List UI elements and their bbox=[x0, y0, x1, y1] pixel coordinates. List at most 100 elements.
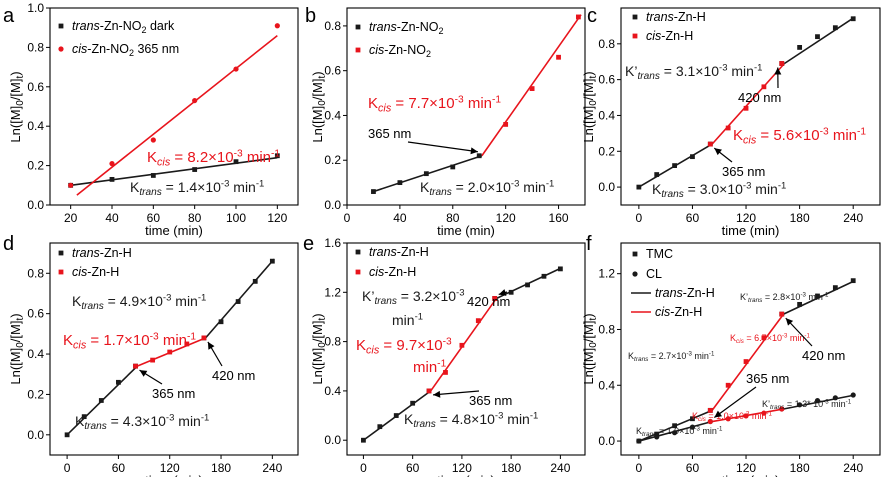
legend-marker bbox=[355, 249, 361, 255]
data-point bbox=[779, 61, 785, 66]
data-point bbox=[529, 86, 535, 91]
y-axis-label: Ln([M]0/[M]t) bbox=[581, 71, 599, 142]
data-point bbox=[393, 413, 399, 418]
data-point bbox=[397, 180, 403, 186]
legend-marker bbox=[632, 271, 638, 277]
rate-constant-label: K’trans = 1.3* 10-3 min-1 bbox=[762, 399, 852, 411]
data-point bbox=[575, 14, 581, 20]
y-axis-label: Ln([M]0/[M]t) bbox=[310, 71, 328, 142]
data-point bbox=[797, 45, 803, 50]
y-tick-label: 0.4 bbox=[598, 108, 615, 122]
x-axis-label: time (min) bbox=[145, 223, 203, 238]
panel-f: f 0 60 120 180 240 0.0 0.4 0.8 1.2 time (min) Ln([M… bbox=[581, 233, 881, 477]
legend-marker bbox=[58, 46, 64, 52]
wavelength-annotation: 365 nm bbox=[469, 393, 512, 408]
rate-constant-label: min-1 bbox=[413, 358, 447, 376]
x-tick-label: 40 bbox=[393, 211, 407, 225]
y-tick-label: 0.6 bbox=[598, 73, 615, 87]
wavelength-annotation: 420 nm bbox=[467, 294, 510, 309]
x-tick-label: 40 bbox=[105, 211, 119, 225]
y-tick-label: 0.8 bbox=[598, 37, 615, 51]
y-tick-label: 0.2 bbox=[598, 144, 615, 158]
x-tick-label: 240 bbox=[550, 461, 570, 475]
rate-constant-label: min-1 bbox=[392, 312, 423, 328]
y-tick-label: 0.4 bbox=[598, 378, 615, 392]
data-point bbox=[779, 406, 785, 412]
fit-line-red bbox=[481, 14, 582, 157]
y-tick-label: 0.4 bbox=[27, 119, 44, 133]
data-point bbox=[116, 379, 121, 385]
x-tick-label: 120 bbox=[452, 461, 472, 475]
data-point bbox=[426, 388, 432, 394]
data-point bbox=[761, 410, 767, 416]
data-point bbox=[636, 184, 642, 190]
data-point bbox=[541, 273, 547, 279]
data-point bbox=[850, 16, 856, 22]
plot-frame bbox=[620, 7, 881, 206]
data-point bbox=[654, 434, 660, 440]
data-point bbox=[814, 398, 821, 404]
rate-constant-label: Ktrans = 2.0×10-3 min-1 bbox=[420, 179, 554, 198]
data-point bbox=[423, 171, 429, 177]
rate-constant-label: Ktrans = 3.0×10-3 min-1 bbox=[652, 181, 786, 200]
legend-entry: cis-Zn-H bbox=[369, 265, 416, 279]
y-tick-label: 1.2 bbox=[324, 285, 341, 299]
annotation-arrow-head bbox=[785, 318, 794, 326]
data-point bbox=[184, 341, 190, 347]
legend-entry: trans-Zn-H bbox=[72, 246, 132, 260]
data-point bbox=[832, 25, 838, 31]
legend-marker bbox=[58, 250, 64, 256]
data-point bbox=[725, 125, 731, 131]
data-point bbox=[815, 34, 820, 40]
legend-entry: trans-Zn-H bbox=[369, 245, 429, 259]
data-point bbox=[68, 182, 74, 188]
data-point bbox=[233, 66, 239, 72]
data-point bbox=[707, 141, 713, 147]
data-point bbox=[557, 266, 563, 272]
x-tick-label: 120 bbox=[267, 211, 287, 225]
panel-letter: a bbox=[3, 5, 15, 27]
y-axis-label: Ln([M]0/[M]t) bbox=[581, 313, 599, 384]
y-axis-label: Ln([M]0/[M]t) bbox=[310, 313, 328, 384]
fit-line-black bbox=[205, 258, 275, 339]
annotation-arrow-head bbox=[714, 148, 722, 156]
x-tick-label: 180 bbox=[211, 461, 231, 475]
data-point bbox=[689, 424, 696, 430]
y-tick-label: 0.2 bbox=[27, 387, 44, 401]
rate-constant-label: Ktrans = 4.3×10-3 min-1 bbox=[75, 413, 209, 432]
data-point bbox=[377, 424, 383, 430]
legend-marker bbox=[58, 269, 64, 275]
x-tick-label: 0 bbox=[636, 211, 643, 225]
plot-frame bbox=[620, 242, 881, 456]
annotation-arrow-head bbox=[714, 410, 723, 418]
x-axis-label: time (min) bbox=[437, 473, 495, 477]
rate-constant-label: Kcis = 6.7×10-3 min-1 bbox=[730, 333, 810, 345]
legend-entry: trans-Zn-H bbox=[655, 286, 715, 300]
rate-constant-label: Kcis = 7.7×10-3 min-1 bbox=[368, 94, 501, 114]
data-point bbox=[371, 189, 376, 194]
x-tick-label: 60 bbox=[112, 461, 126, 475]
data-point bbox=[832, 395, 838, 401]
x-tick-label: 240 bbox=[843, 461, 863, 475]
data-point bbox=[443, 370, 448, 375]
rate-constant-label: Kcis = 8.2×10-3 min-1 bbox=[147, 148, 280, 168]
rate-constant-label: Kcis = 5.6×10-3 min-1 bbox=[733, 126, 866, 146]
rate-constant-label: K’trans = 3.2×10-3 bbox=[362, 288, 465, 307]
data-point bbox=[81, 414, 87, 420]
data-point bbox=[476, 153, 482, 159]
data-point bbox=[252, 278, 258, 284]
data-point bbox=[233, 159, 239, 165]
legend-entry: cis-Zn-H bbox=[72, 265, 119, 279]
y-tick-label: 0.8 bbox=[324, 19, 341, 33]
y-tick-label: 0.8 bbox=[27, 40, 44, 54]
annotation-arrow-head bbox=[207, 341, 215, 350]
panel-e: e 0 60 120 180 240 0.0 0.4 0.8 1.2 1.6 time (min) Ln… bbox=[303, 233, 586, 477]
wavelength-annotation: 365 nm bbox=[722, 164, 765, 179]
legend-entry: cis-Zn-H bbox=[646, 29, 693, 43]
annotation-arrow-head bbox=[498, 289, 507, 296]
y-axis-label: Ln([M]0/[M]t) bbox=[8, 71, 26, 142]
x-tick-label: 60 bbox=[686, 211, 700, 225]
data-point bbox=[133, 363, 138, 369]
x-tick-label: 80 bbox=[188, 211, 202, 225]
legend-entry: trans-Zn-H bbox=[646, 10, 706, 24]
